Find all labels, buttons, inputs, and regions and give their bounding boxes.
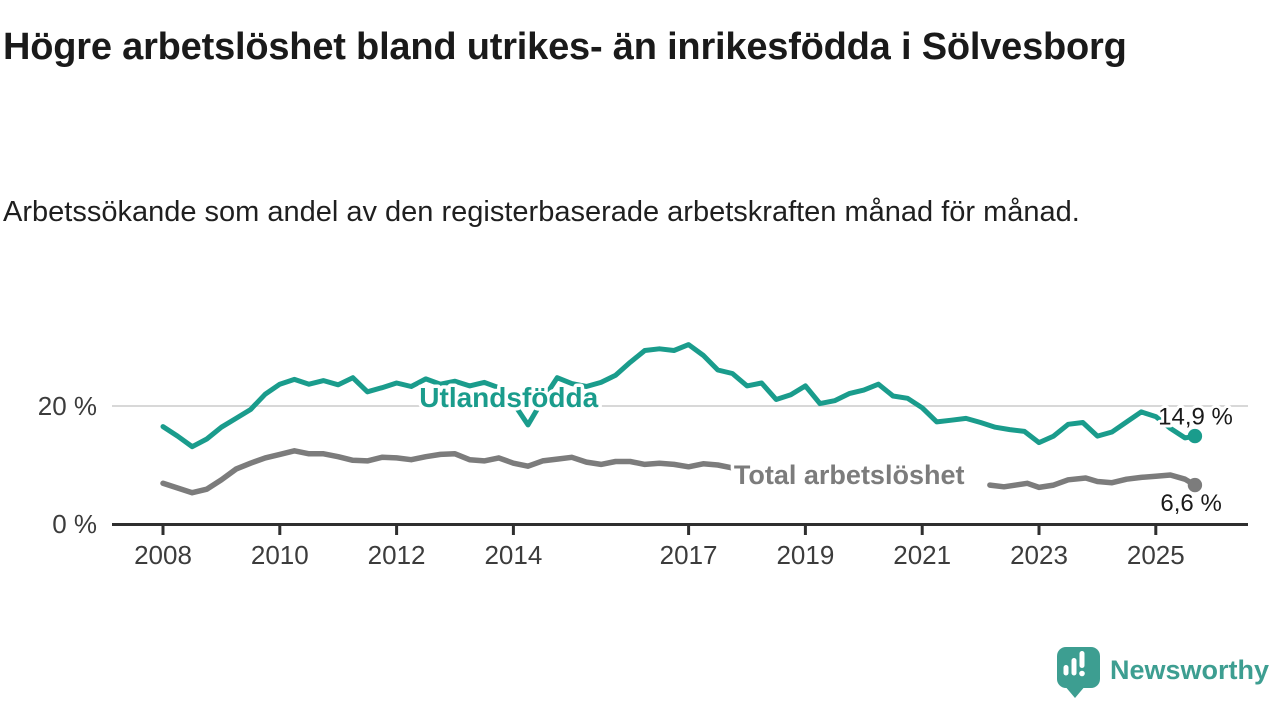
series-end-dot-utlandsfodda (1187, 428, 1203, 444)
x-tick-label-2021: 2021 (893, 540, 951, 570)
newsworthy-logo-text: Newsworthy (1110, 654, 1270, 685)
series-name-label-total-arbetsloshet: Total arbetslöshet (734, 460, 965, 490)
x-tick-label-2010: 2010 (251, 540, 309, 570)
x-tick-label-2025: 2025 (1127, 540, 1185, 570)
series-end-value-label-utlandsfodda: 14,9 % (1158, 403, 1233, 430)
bar-chart-exclamation-bar (1079, 651, 1085, 668)
series-line-utlandsfodda (160, 342, 1198, 450)
x-tick-label-2019: 2019 (776, 540, 834, 570)
series-name-label-utlandsfodda: Utlandsfödda (419, 382, 598, 413)
chart-title: Högre arbetslöshet bland utrikes- än inr… (3, 26, 1127, 68)
bar-chart-exclamation-dot (1079, 670, 1085, 677)
chart-subtitle: Arbetssökande som andel av den registerb… (3, 196, 1080, 228)
y-tick-label-0: 0 % (52, 509, 97, 539)
x-tick-label-2017: 2017 (660, 540, 718, 570)
series-line-total-arbetsloshet-seg2 (987, 472, 1198, 491)
x-tick-label-2014: 2014 (484, 540, 542, 570)
speech-bubble-tail (1064, 685, 1086, 698)
speech-bubble-shape (1057, 647, 1100, 688)
series-end-value-label-total-arbetsloshet: 6,6 % (1160, 490, 1221, 517)
x-tick-label-2023: 2023 (1010, 540, 1068, 570)
newsworthy-logo-icon (1057, 647, 1100, 698)
bar-chart-bar-2 (1071, 658, 1077, 676)
x-tick-label-2008: 2008 (134, 540, 192, 570)
newsworthy-logo: Newsworthy (1056, 645, 1269, 701)
bar-chart-bar-1 (1063, 665, 1069, 676)
x-tick-label-2012: 2012 (368, 540, 426, 570)
y-tick-label-20: 20 % (38, 391, 97, 421)
unemployment-line-chart: 2008 2010 2012 2014 2017 2019 2021 2023 2025 20 %… (38, 342, 1248, 570)
series-line-total-arbetsloshet-seg1 (160, 448, 755, 496)
series-end-dot-total-arbetsloshet (1187, 477, 1203, 493)
